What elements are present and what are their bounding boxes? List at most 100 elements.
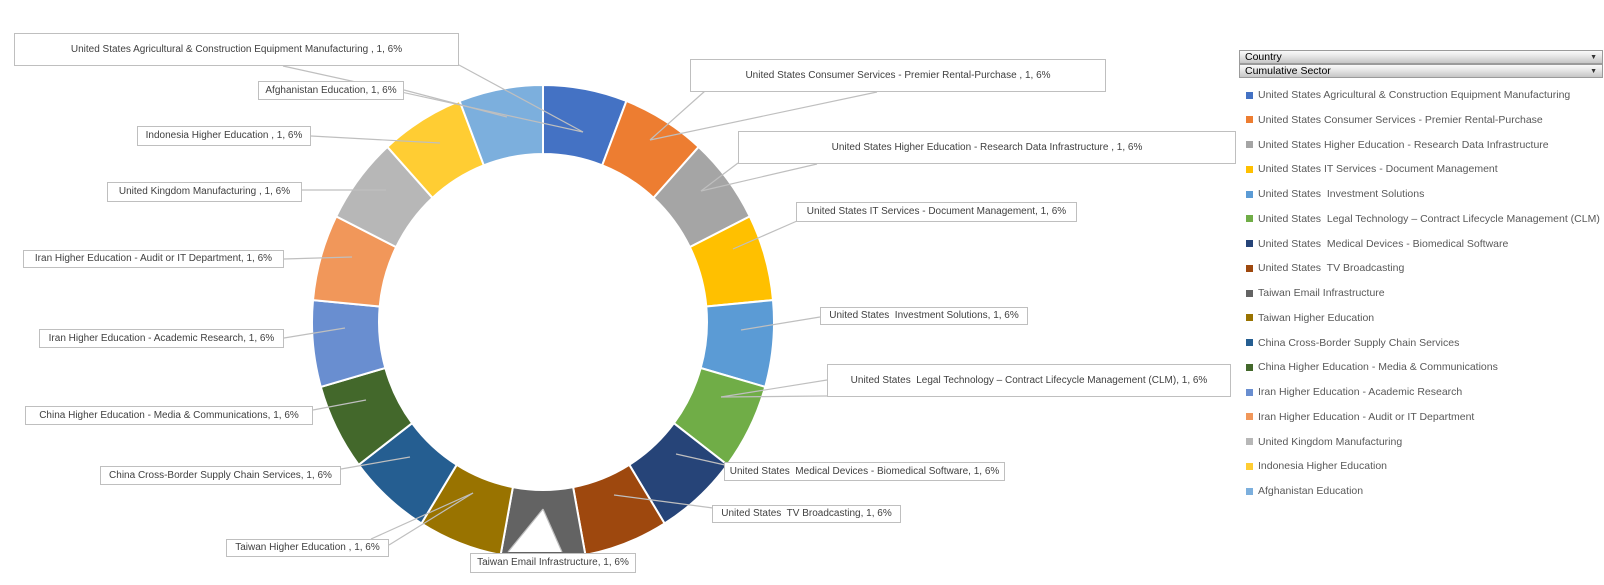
field-button-cumulative-sector-label: Cumulative Sector <box>1245 65 1331 77</box>
data-label-callout-11[interactable]: China Higher Education - Media & Communi… <box>25 406 313 425</box>
data-label-callout-6[interactable]: United States Medical Devices - Biomedic… <box>724 462 1005 481</box>
legend-swatch-icon <box>1246 289 1253 297</box>
legend-item-label: United States Agricultural & Constructio… <box>1258 89 1571 101</box>
donut-slice-16[interactable] <box>458 83 544 167</box>
legend-item-10[interactable]: China Cross-Border Supply Chain Services <box>1246 336 1459 350</box>
data-label-callout-5[interactable]: United States Legal Technology – Contrac… <box>827 364 1231 397</box>
legend-item-label: Iran Higher Education - Audit or IT Depa… <box>1258 410 1475 423</box>
legend-item-label: Taiwan Email Infrastructure <box>1258 287 1385 299</box>
legend-swatch-icon <box>1246 388 1253 396</box>
legend-item-label: Taiwan Higher Education <box>1258 311 1375 324</box>
leader-line <box>507 508 544 553</box>
leader-line <box>613 494 714 509</box>
leader-line <box>283 327 346 339</box>
legend-item-label: United States IT Services - Document Man… <box>1258 163 1498 176</box>
data-label-callout-15[interactable]: Indonesia Higher Education , 1, 6% <box>137 126 311 146</box>
data-label-callout-2[interactable]: United States Higher Education - Researc… <box>738 131 1236 164</box>
legend-swatch-icon <box>1246 413 1253 421</box>
leader-line <box>675 453 726 466</box>
legend-item-8[interactable]: Taiwan Email Infrastructure <box>1246 286 1385 300</box>
legend-item-label: United States Legal Technology – Contrac… <box>1258 212 1600 225</box>
leader-line <box>282 65 584 133</box>
field-button-country-label: Country <box>1245 51 1282 63</box>
legend-item-4[interactable]: United States Investment Solutions <box>1246 187 1424 201</box>
leader-line <box>310 135 441 144</box>
leader-line <box>732 220 798 250</box>
leader-line <box>649 90 706 141</box>
legend-item-14[interactable]: United Kingdom Manufacturing <box>1246 435 1402 449</box>
legend-item-0[interactable]: United States Agricultural & Constructio… <box>1246 88 1570 102</box>
legend-item-15[interactable]: Indonesia Higher Education <box>1246 459 1387 473</box>
legend-item-3[interactable]: United States IT Services - Document Man… <box>1246 162 1498 176</box>
legend-item-11[interactable]: China Higher Education - Media & Communi… <box>1246 360 1498 374</box>
legend-item-5[interactable]: United States Legal Technology – Contrac… <box>1246 212 1600 226</box>
legend-swatch-icon <box>1246 363 1253 371</box>
data-label-callout-7[interactable]: United States TV Broadcasting, 1, 6% <box>712 505 901 523</box>
data-label-callout-3[interactable]: United States IT Services - Document Man… <box>796 202 1077 222</box>
leader-line <box>740 316 821 331</box>
legend-item-label: Indonesia Higher Education <box>1258 460 1388 473</box>
leader-line <box>312 399 367 411</box>
data-label-callout-13[interactable]: Iran Higher Education - Audit or IT Depa… <box>23 250 284 268</box>
legend-swatch-icon <box>1246 215 1253 223</box>
legend-swatch-icon <box>1246 240 1253 247</box>
legend-item-label: United States TV Broadcasting <box>1258 262 1405 275</box>
legend-item-12[interactable]: Iran Higher Education - Academic Researc… <box>1246 385 1462 399</box>
leader-line <box>542 508 563 553</box>
data-label-callout-4[interactable]: United States Investment Solutions, 1, 6… <box>820 307 1028 325</box>
field-button-cumulative-sector[interactable]: Cumulative Sector ▼ <box>1239 64 1603 78</box>
data-label-callout-14[interactable]: United Kingdom Manufacturing , 1, 6% <box>107 182 302 202</box>
data-label-callout-9[interactable]: Taiwan Higher Education , 1, 6% <box>226 539 389 557</box>
legend-swatch-icon <box>1246 438 1253 445</box>
legend-swatch-icon <box>1246 116 1253 124</box>
legend-item-label: United States Medical Devices - Biomedic… <box>1258 237 1509 250</box>
callout-wedge <box>508 509 562 552</box>
field-button-country[interactable]: Country ▼ <box>1239 50 1603 64</box>
legend-item-label: China Cross-Border Supply Chain Services <box>1258 336 1460 349</box>
legend-item-16[interactable]: Afghanistan Education <box>1246 484 1363 498</box>
legend-swatch-icon <box>1246 165 1253 173</box>
legend-item-label: United Kingdom Manufacturing <box>1258 435 1403 448</box>
legend-swatch-icon <box>1246 91 1253 99</box>
legend-item-label: United States Investment Solutions <box>1258 188 1425 200</box>
chevron-down-icon[interactable]: ▼ <box>1590 67 1597 75</box>
legend-item-label: China Higher Education - Media & Communi… <box>1258 361 1498 374</box>
legend-swatch-icon <box>1246 462 1253 470</box>
legend-item-7[interactable]: United States TV Broadcasting <box>1246 261 1404 275</box>
leader-line <box>388 492 474 546</box>
legend-swatch-icon <box>1246 314 1253 322</box>
legend-item-2[interactable]: United States Higher Education - Researc… <box>1246 138 1549 152</box>
leader-line <box>700 162 739 192</box>
leader-line <box>649 91 878 141</box>
data-label-callout-1[interactable]: United States Consumer Services - Premie… <box>690 59 1106 92</box>
leader-line <box>340 456 411 470</box>
leader-line <box>370 492 474 540</box>
data-label-callout-12[interactable]: Iran Higher Education - Academic Researc… <box>39 329 284 348</box>
legend-item-label: United States Consumer Services - Premie… <box>1258 113 1543 126</box>
legend-item-9[interactable]: Taiwan Higher Education <box>1246 311 1374 325</box>
legend-swatch-icon <box>1246 190 1253 198</box>
legend-swatch-icon <box>1246 141 1253 148</box>
leader-line <box>700 163 818 192</box>
legend-item-label: Iran Higher Education - Academic Researc… <box>1258 386 1463 398</box>
legend-item-6[interactable]: United States Medical Devices - Biomedic… <box>1246 237 1508 251</box>
leader-line <box>720 379 828 398</box>
data-label-callout-10[interactable]: China Cross-Border Supply Chain Services… <box>100 466 341 485</box>
data-label-callout-16[interactable]: Afghanistan Education, 1, 6% <box>258 81 404 100</box>
legend-item-13[interactable]: Iran Higher Education - Audit or IT Depa… <box>1246 410 1474 424</box>
legend-item-label: United States Higher Education - Researc… <box>1258 138 1549 151</box>
data-label-callout-8[interactable]: Taiwan Email Infrastructure, 1, 6% <box>470 553 636 573</box>
legend-item-label: Afghanistan Education <box>1258 485 1364 497</box>
legend-item-1[interactable]: United States Consumer Services - Premie… <box>1246 113 1543 127</box>
chevron-down-icon[interactable]: ▼ <box>1590 53 1597 61</box>
legend-swatch-icon <box>1246 339 1253 346</box>
leader-line <box>720 395 828 398</box>
leader-line <box>403 89 508 118</box>
legend-swatch-icon <box>1246 264 1253 272</box>
legend-swatch-icon <box>1246 487 1253 495</box>
leader-line <box>458 64 584 133</box>
data-label-callout-0[interactable]: United States Agricultural & Constructio… <box>14 33 459 66</box>
